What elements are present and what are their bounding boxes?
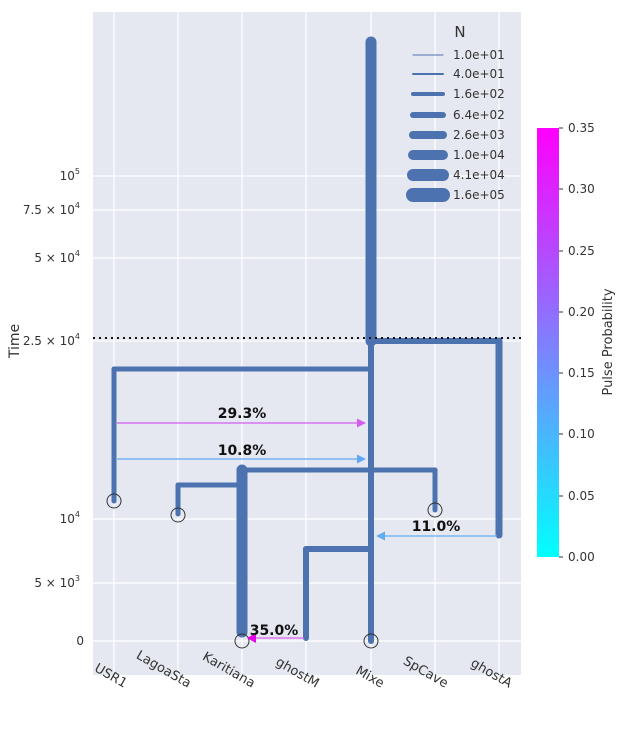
legend-label: 2.6e+03 bbox=[453, 128, 505, 142]
y-tick-label: 7.5 × 104 bbox=[23, 201, 80, 217]
pulse-label: 35.0% bbox=[250, 623, 299, 639]
legend-label: 1.0e+01 bbox=[453, 48, 505, 62]
sample-marker bbox=[106, 493, 122, 509]
colorbar-tick-label: 0.25 bbox=[568, 244, 595, 258]
legend-label: 6.4e+02 bbox=[453, 108, 505, 122]
sample-marker bbox=[234, 633, 250, 649]
colorbar-tick-label: 0.20 bbox=[568, 305, 595, 319]
colorbar-tick-label: 0.00 bbox=[568, 550, 595, 564]
pulse-arrowhead bbox=[357, 454, 366, 464]
y-tick-label: 5 × 104 bbox=[34, 249, 80, 265]
y-axis-label: Time bbox=[7, 324, 23, 359]
legend-label: 1.0e+04 bbox=[453, 148, 505, 162]
legend-label: 1.6e+02 bbox=[453, 87, 505, 101]
colorbar-tick-label: 0.30 bbox=[568, 182, 595, 196]
y-tick-label: 5 × 103 bbox=[34, 574, 80, 590]
colorbar-tick-label: 0.05 bbox=[568, 489, 595, 503]
y-tick-label: 105 bbox=[60, 167, 80, 183]
legend-label: 4.0e+01 bbox=[453, 67, 505, 81]
colorbar: 0.00 0.05 0.10 0.15 0.20 0.25 0.30 0.35 … bbox=[537, 121, 616, 564]
pulse-label: 29.3% bbox=[218, 406, 267, 422]
legend-label: 4.1e+04 bbox=[453, 168, 505, 182]
pulse-label: 11.0% bbox=[412, 519, 461, 535]
deme-tree bbox=[111, 36, 503, 644]
sample-marker bbox=[363, 633, 379, 649]
y-tick-label: 2.5 × 104 bbox=[23, 332, 80, 348]
size-legend: N 1.0e+01 4.0e+01 1.6e+02 6.4e+02 2.6e+0… bbox=[406, 23, 505, 202]
legend-title: N bbox=[454, 23, 465, 41]
colorbar-gradient bbox=[537, 128, 559, 557]
sample-marker bbox=[170, 507, 186, 523]
pulse-labels: 29.3% 10.8% 11.0% 35.0% bbox=[218, 406, 461, 639]
y-axis: 0 5 × 103 104 2.5 × 104 5 × 104 7.5 × 10… bbox=[23, 167, 84, 648]
pulse-arrows bbox=[117, 418, 497, 643]
colorbar-tick-label: 0.15 bbox=[568, 366, 595, 380]
pulse-arrowhead bbox=[247, 633, 256, 643]
y-tick-label: 0 bbox=[76, 634, 84, 648]
pulse-arrowhead bbox=[357, 418, 366, 428]
pulse-arrowhead bbox=[376, 531, 385, 541]
sample-markers bbox=[106, 493, 443, 649]
sample-marker bbox=[427, 502, 443, 518]
pulse-label: 10.8% bbox=[218, 443, 267, 459]
colorbar-tick-label: 0.35 bbox=[568, 121, 595, 135]
colorbar-label: Pulse Probability bbox=[601, 288, 616, 395]
colorbar-tick-label: 0.10 bbox=[568, 427, 595, 441]
legend-label: 1.6e+05 bbox=[453, 188, 505, 202]
y-tick-label: 104 bbox=[60, 510, 80, 526]
